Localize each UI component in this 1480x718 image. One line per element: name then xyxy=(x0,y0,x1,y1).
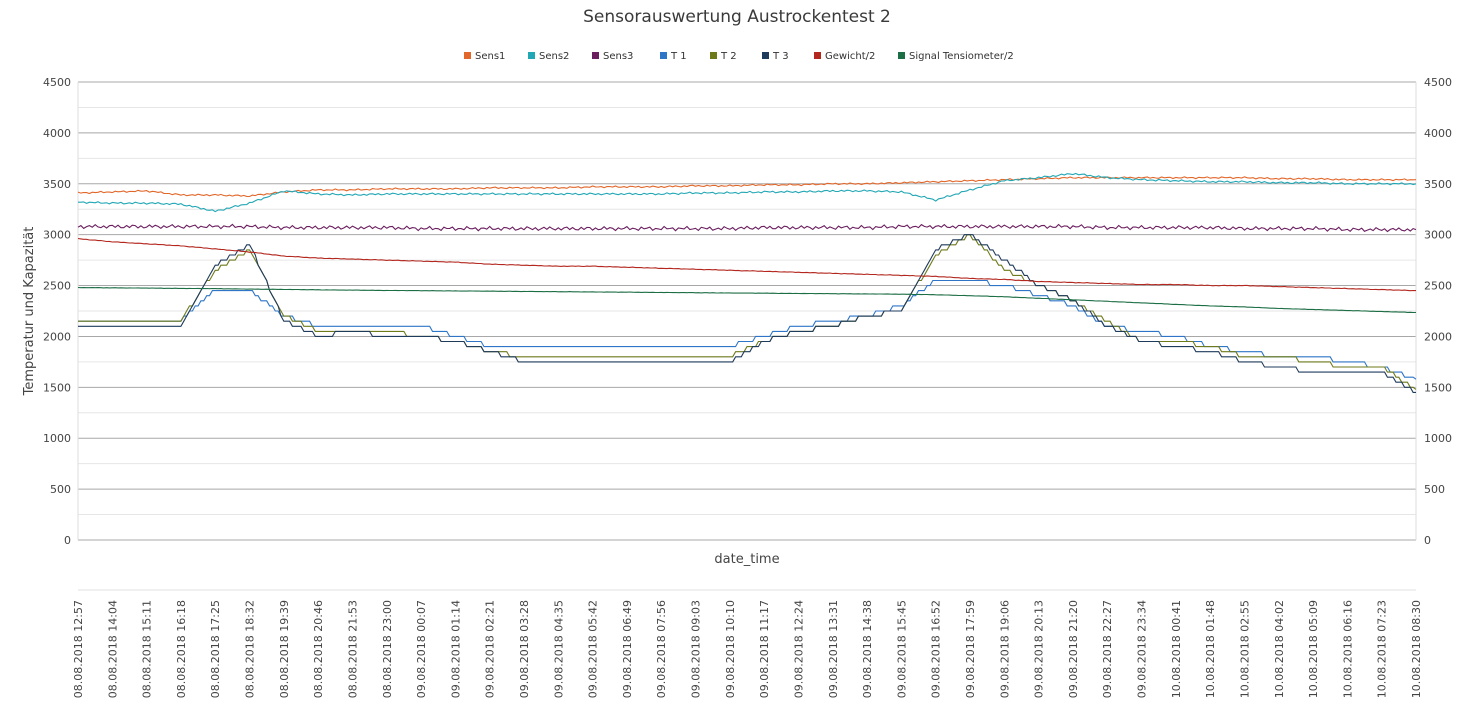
series-line-t-3 xyxy=(78,234,1416,393)
x-tick-label: 08.08.2018 21:53 xyxy=(347,600,360,698)
legend-swatch xyxy=(528,52,535,59)
legend-label: Sens1 xyxy=(475,51,505,62)
y-tick-label-left: 3500 xyxy=(43,178,71,191)
y-tick-label-right: 1500 xyxy=(1424,381,1452,394)
x-tick-label: 10.08.2018 06:16 xyxy=(1341,600,1354,698)
x-tick-label: 10.08.2018 08:30 xyxy=(1410,600,1423,698)
x-tick-label: 09.08.2018 07:56 xyxy=(655,600,668,698)
y-axis-right: 0 500 1000 1500 2000 2500 3000 3500 4000 4500 xyxy=(1424,76,1452,547)
y-tick-label-left: 2000 xyxy=(43,330,71,343)
x-tick-label: 08.08.2018 17:25 xyxy=(209,600,222,698)
series-line-t-2 xyxy=(78,234,1417,390)
x-tick-label: 09.08.2018 17:59 xyxy=(964,600,977,698)
legend-swatch xyxy=(814,52,821,59)
y-tick-label-left: 1000 xyxy=(43,432,71,445)
legend-swatch xyxy=(710,52,717,59)
legend-swatch xyxy=(660,52,667,59)
legend-label: T 1 xyxy=(670,51,687,62)
x-tick-label: 10.08.2018 00:41 xyxy=(1170,600,1183,698)
x-tick-label: 08.08.2018 23:00 xyxy=(381,600,394,698)
series-line-t-1 xyxy=(78,279,1417,380)
x-tick-label: 10.08.2018 01:48 xyxy=(1204,600,1217,698)
x-axis-label: date_time xyxy=(714,552,779,567)
y-tick-label-left: 0 xyxy=(64,534,71,547)
x-axis-categories: 08.08.2018 12:57 08.08.2018 14:04 08.08.20… xyxy=(72,600,1423,698)
series-line-signal-tensiometer-2 xyxy=(77,286,1416,314)
y-tick-label-right: 2000 xyxy=(1424,330,1452,343)
x-tick-label: 09.08.2018 12:24 xyxy=(793,600,806,698)
x-tick-label: 09.08.2018 15:45 xyxy=(895,600,908,698)
x-tick-label: 09.08.2018 23:34 xyxy=(1136,600,1149,698)
x-tick-label: 09.08.2018 21:20 xyxy=(1067,600,1080,698)
legend-label: T 3 xyxy=(772,51,789,62)
x-tick-label: 09.08.2018 10:10 xyxy=(724,600,737,698)
series-lines xyxy=(77,172,1417,393)
x-tick-label: 09.08.2018 09:03 xyxy=(690,600,703,698)
x-tick-label: 09.08.2018 14:38 xyxy=(861,600,874,698)
x-tick-label: 08.08.2018 12:57 xyxy=(72,600,85,698)
y-axis-label: Temperatur und Kapazität xyxy=(22,227,37,397)
y-tick-label-left: 1500 xyxy=(43,381,71,394)
y-tick-label-left: 2500 xyxy=(43,280,71,293)
y-tick-label-right: 4500 xyxy=(1424,76,1452,89)
x-tick-label: 10.08.2018 02:55 xyxy=(1239,600,1252,698)
y-tick-label-right: 4000 xyxy=(1424,127,1452,140)
x-tick-label: 09.08.2018 11:17 xyxy=(758,600,771,698)
legend-swatch xyxy=(762,52,769,59)
legend: Sens1 Sens2 Sens3 T 1 T 2 T 3 Gewicht/2 Signal … xyxy=(464,51,1014,62)
x-tick-label: 09.08.2018 04:35 xyxy=(552,600,565,698)
x-tick-label: 10.08.2018 07:23 xyxy=(1376,600,1389,698)
x-tick-label: 09.08.2018 00:07 xyxy=(415,600,428,698)
y-axis-left: 0 500 1000 1500 2000 2500 3000 3500 4000 4500 xyxy=(43,76,71,547)
x-tick-label: 09.08.2018 20:13 xyxy=(1033,600,1046,698)
x-tick-label: 09.08.2018 19:06 xyxy=(998,600,1011,698)
y-tick-label-right: 3500 xyxy=(1424,178,1452,191)
y-tick-label-right: 3000 xyxy=(1424,229,1452,242)
x-tick-label: 08.08.2018 16:18 xyxy=(175,600,188,698)
series-line-sens2 xyxy=(78,172,1417,213)
legend-label: Sens2 xyxy=(539,51,569,62)
y-tick-label-left: 4000 xyxy=(43,127,71,140)
x-tick-label: 09.08.2018 01:14 xyxy=(449,600,462,698)
series-line-sens3 xyxy=(77,223,1417,233)
y-tick-label-left: 4500 xyxy=(43,76,71,89)
legend-swatch xyxy=(464,52,471,59)
x-tick-label: 08.08.2018 20:46 xyxy=(312,600,325,698)
legend-label: Sens3 xyxy=(603,51,633,62)
y-tick-label-right: 0 xyxy=(1424,534,1431,547)
x-tick-label: 09.08.2018 16:52 xyxy=(930,600,943,698)
y-tick-label-right: 500 xyxy=(1424,483,1445,496)
x-tick-label: 08.08.2018 19:39 xyxy=(278,600,291,698)
x-tick-label: 08.08.2018 18:32 xyxy=(244,600,257,698)
x-tick-label: 08.08.2018 15:11 xyxy=(141,600,154,698)
x-tick-label: 10.08.2018 04:02 xyxy=(1273,600,1286,698)
x-tick-label: 09.08.2018 03:28 xyxy=(518,600,531,698)
legend-label: Gewicht/2 xyxy=(825,51,875,62)
y-tick-label-right: 1000 xyxy=(1424,432,1452,445)
x-tick-label: 10.08.2018 05:09 xyxy=(1307,600,1320,698)
x-tick-label: 09.08.2018 22:27 xyxy=(1101,600,1114,698)
y-tick-label-left: 500 xyxy=(50,483,71,496)
series-line-gewicht-2 xyxy=(77,237,1417,292)
x-tick-label: 08.08.2018 14:04 xyxy=(106,600,119,698)
gridlines xyxy=(77,81,1417,541)
legend-label: Signal Tensiometer/2 xyxy=(909,51,1014,62)
legend-swatch xyxy=(592,52,599,59)
x-tick-label: 09.08.2018 05:42 xyxy=(587,600,600,698)
y-tick-label-right: 2500 xyxy=(1424,280,1452,293)
series-line-sens1 xyxy=(77,176,1417,198)
y-tick-label-left: 3000 xyxy=(43,229,71,242)
x-tick-label: 09.08.2018 02:21 xyxy=(484,600,497,698)
legend-label: T 2 xyxy=(720,51,737,62)
x-tick-label: 09.08.2018 06:49 xyxy=(621,600,634,698)
legend-swatch xyxy=(898,52,905,59)
chart-title: Sensorauswertung Austrockentest 2 xyxy=(583,7,891,27)
x-tick-label: 09.08.2018 13:31 xyxy=(827,600,840,698)
